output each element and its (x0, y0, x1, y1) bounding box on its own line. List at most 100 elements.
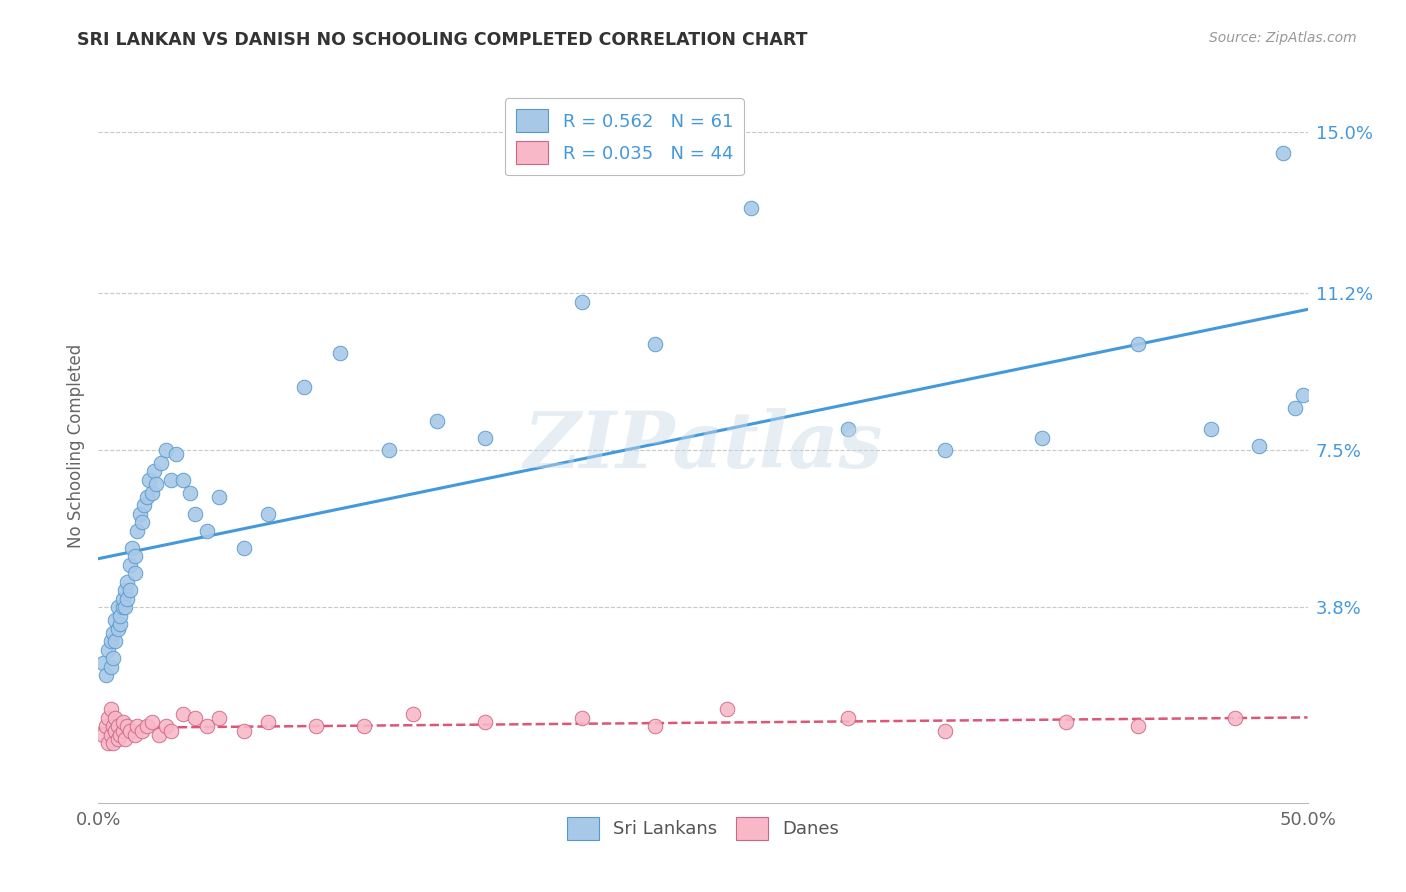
Point (160, 723, 183, 738)
Point (108, 728, 131, 742)
Point (155, 719, 177, 733)
Point (353, 719, 375, 733)
Point (111, 715, 134, 730)
Point (329, 345, 352, 359)
Point (377, 443, 399, 458)
Point (100, 634, 122, 648)
Point (138, 473, 160, 487)
Point (184, 507, 207, 521)
Point (1128, 337, 1150, 351)
Point (108, 617, 131, 632)
Point (97, 643, 120, 657)
Point (101, 651, 124, 665)
Point (117, 591, 139, 606)
Point (1199, 422, 1222, 436)
Point (1249, 439, 1271, 453)
Point (135, 719, 157, 733)
Point (172, 473, 194, 487)
Point (644, 719, 666, 733)
Text: Source: ZipAtlas.com: Source: ZipAtlas.com (1209, 31, 1357, 45)
Point (1054, 715, 1077, 730)
Point (124, 549, 146, 564)
Point (100, 728, 122, 742)
Point (91, 728, 114, 742)
Point (1292, 388, 1315, 402)
Point (100, 702, 122, 716)
Point (1223, 711, 1246, 725)
Point (148, 728, 170, 742)
Y-axis label: No Schooling Completed: No Schooling Completed (66, 344, 84, 548)
Point (1284, 401, 1306, 415)
Point (150, 456, 173, 470)
Point (91, 656, 114, 670)
Point (101, 736, 124, 750)
Point (155, 443, 177, 458)
Point (131, 723, 153, 738)
Point (97, 736, 120, 750)
Point (127, 524, 149, 538)
Point (107, 622, 129, 636)
Point (117, 719, 139, 733)
Point (165, 448, 187, 462)
Point (934, 443, 956, 458)
Point (208, 711, 231, 725)
Point (121, 541, 143, 555)
Point (127, 719, 149, 733)
Point (474, 430, 496, 444)
Point (104, 711, 127, 725)
Point (426, 413, 449, 427)
Point (208, 490, 231, 504)
Point (837, 711, 859, 725)
Point (108, 608, 131, 623)
Point (104, 634, 127, 648)
Point (141, 715, 163, 730)
Point (402, 706, 425, 721)
Point (571, 711, 593, 725)
Point (1272, 145, 1295, 160)
Point (117, 574, 139, 589)
Point (195, 719, 218, 733)
Point (172, 706, 194, 721)
Point (141, 485, 163, 500)
Point (128, 507, 150, 521)
Point (107, 600, 129, 615)
Point (184, 711, 207, 725)
Point (305, 719, 328, 733)
Point (256, 715, 278, 730)
Point (104, 723, 127, 738)
Point (1128, 719, 1150, 733)
Point (104, 613, 127, 627)
Point (114, 600, 136, 615)
Point (124, 566, 146, 581)
Point (716, 702, 738, 716)
Point (135, 490, 157, 504)
Point (256, 507, 278, 521)
Point (107, 732, 129, 747)
Point (94, 719, 117, 733)
Point (111, 723, 134, 738)
Point (474, 715, 496, 730)
Point (94, 668, 117, 682)
Point (101, 626, 124, 640)
Text: SRI LANKAN VS DANISH NO SCHOOLING COMPLETED CORRELATION CHART: SRI LANKAN VS DANISH NO SCHOOLING COMPLE… (77, 31, 808, 49)
Point (118, 558, 141, 572)
Point (143, 465, 166, 479)
Point (292, 379, 315, 393)
Legend: Sri Lankans, Danes: Sri Lankans, Danes (560, 810, 846, 847)
Point (131, 516, 153, 530)
Point (145, 477, 167, 491)
Point (232, 541, 254, 555)
Point (111, 591, 134, 606)
Point (114, 732, 136, 747)
Point (644, 337, 666, 351)
Point (100, 660, 122, 674)
Point (934, 723, 956, 738)
Point (97, 711, 120, 725)
Point (118, 583, 141, 598)
Point (118, 723, 141, 738)
Text: ZIPatlas: ZIPatlas (523, 408, 883, 484)
Point (160, 473, 183, 487)
Point (114, 583, 136, 598)
Point (195, 524, 218, 538)
Point (107, 719, 129, 733)
